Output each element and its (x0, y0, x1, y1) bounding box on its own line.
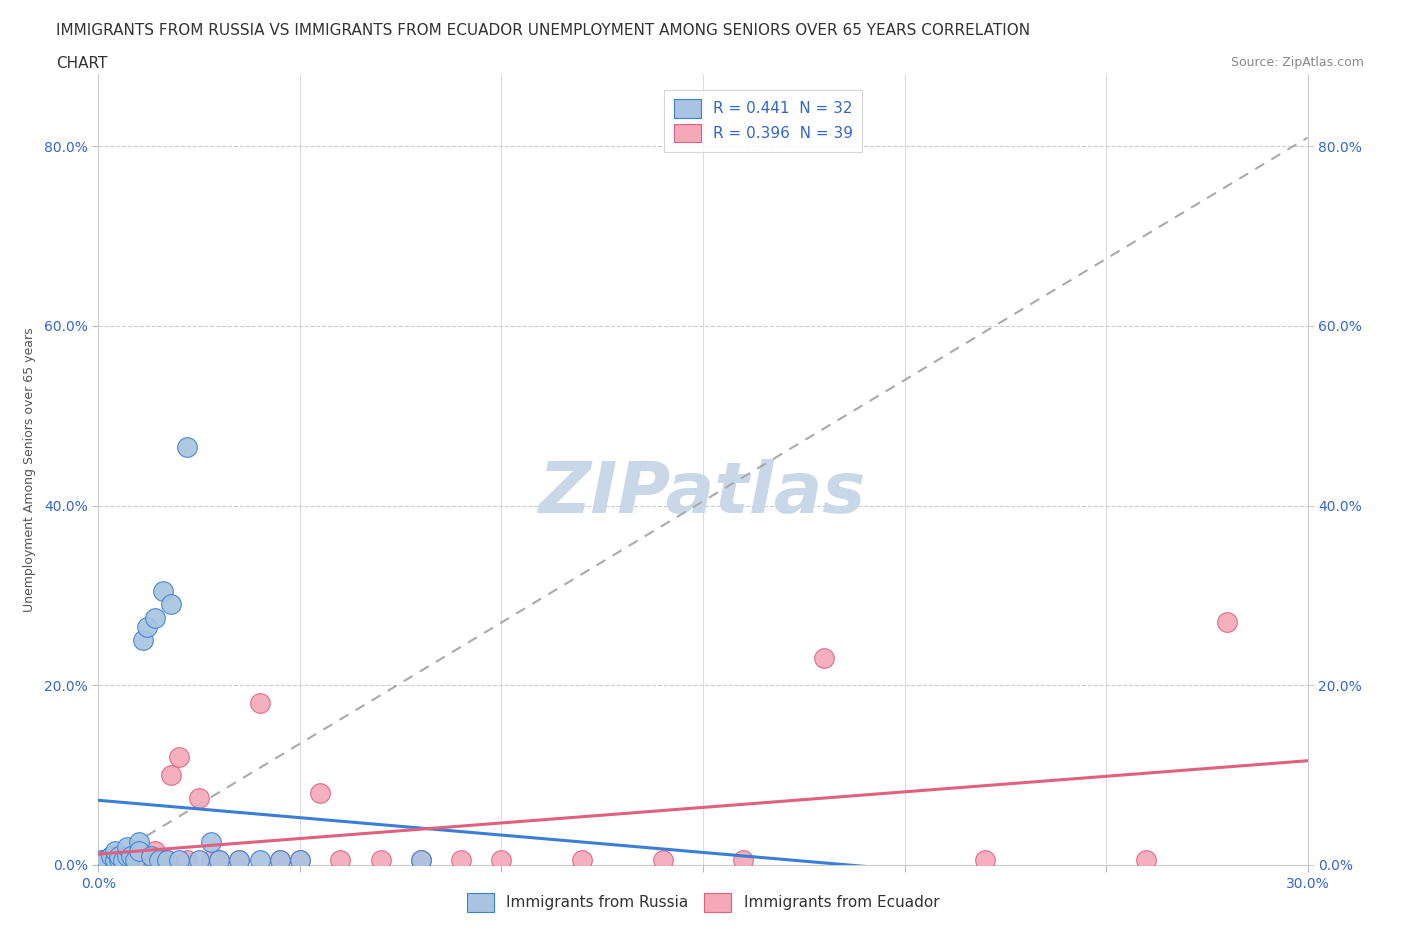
Text: ZIPatlas: ZIPatlas (540, 458, 866, 528)
Point (115, 848, 138, 863)
Point (152, 583, 174, 598)
Point (143, 610, 166, 625)
Point (120, 853, 142, 868)
Point (91, 853, 114, 868)
Point (128, 853, 150, 868)
Point (100, 848, 122, 863)
Point (288, 853, 311, 868)
Point (188, 790, 211, 805)
Point (1216, 615, 1239, 630)
Point (329, 853, 352, 868)
Point (115, 848, 138, 863)
Point (160, 597, 183, 612)
Point (160, 767, 183, 782)
Point (91, 853, 114, 868)
Point (120, 848, 142, 863)
Point (409, 853, 432, 868)
Point (128, 844, 150, 859)
Point (96, 853, 118, 868)
Text: IMMIGRANTS FROM RUSSIA VS IMMIGRANTS FROM ECUADOR UNEMPLOYMENT AMONG SENIORS OVE: IMMIGRANTS FROM RUSSIA VS IMMIGRANTS FRO… (56, 23, 1031, 38)
Point (152, 853, 174, 868)
Point (309, 786, 332, 801)
Y-axis label: Unemployment Among Seniors over 65 years: Unemployment Among Seniors over 65 years (22, 327, 35, 612)
Point (733, 853, 755, 868)
Point (288, 853, 311, 868)
Text: CHART: CHART (56, 56, 108, 71)
Point (148, 853, 170, 868)
Point (208, 853, 231, 868)
Point (103, 853, 125, 868)
Point (176, 853, 198, 868)
Point (249, 696, 271, 711)
Point (409, 853, 432, 868)
Point (450, 853, 472, 868)
Point (100, 848, 122, 863)
Point (200, 853, 222, 868)
Point (571, 853, 593, 868)
Point (1135, 853, 1157, 868)
Point (103, 844, 125, 859)
Point (135, 619, 157, 634)
Point (107, 848, 129, 863)
Legend: Immigrants from Russia, Immigrants from Ecuador: Immigrants from Russia, Immigrants from … (461, 887, 945, 918)
Point (200, 835, 222, 850)
Text: Source: ZipAtlas.com: Source: ZipAtlas.com (1230, 56, 1364, 69)
Point (176, 440, 198, 455)
Point (128, 835, 150, 850)
Point (208, 853, 231, 868)
Point (139, 848, 162, 863)
Point (269, 853, 291, 868)
Point (115, 840, 138, 855)
Point (156, 853, 179, 868)
Point (132, 848, 155, 863)
Point (370, 853, 392, 868)
Point (107, 848, 129, 863)
Point (111, 853, 134, 868)
Point (188, 853, 211, 868)
Point (269, 853, 291, 868)
Point (228, 853, 250, 868)
Point (139, 848, 162, 863)
Point (813, 651, 835, 666)
Point (974, 853, 997, 868)
Point (249, 853, 271, 868)
Point (111, 853, 134, 868)
Point (143, 844, 166, 859)
Point (124, 853, 146, 868)
Point (651, 853, 673, 868)
Point (491, 853, 513, 868)
Point (228, 853, 250, 868)
Point (103, 853, 125, 868)
Point (156, 853, 179, 868)
Point (107, 853, 129, 868)
Point (132, 633, 155, 648)
Legend: R = 0.441  N = 32, R = 0.396  N = 39: R = 0.441 N = 32, R = 0.396 N = 39 (665, 90, 862, 152)
Point (96, 853, 118, 868)
Point (167, 853, 190, 868)
Point (167, 750, 190, 764)
Point (124, 848, 146, 863)
Point (135, 853, 157, 868)
